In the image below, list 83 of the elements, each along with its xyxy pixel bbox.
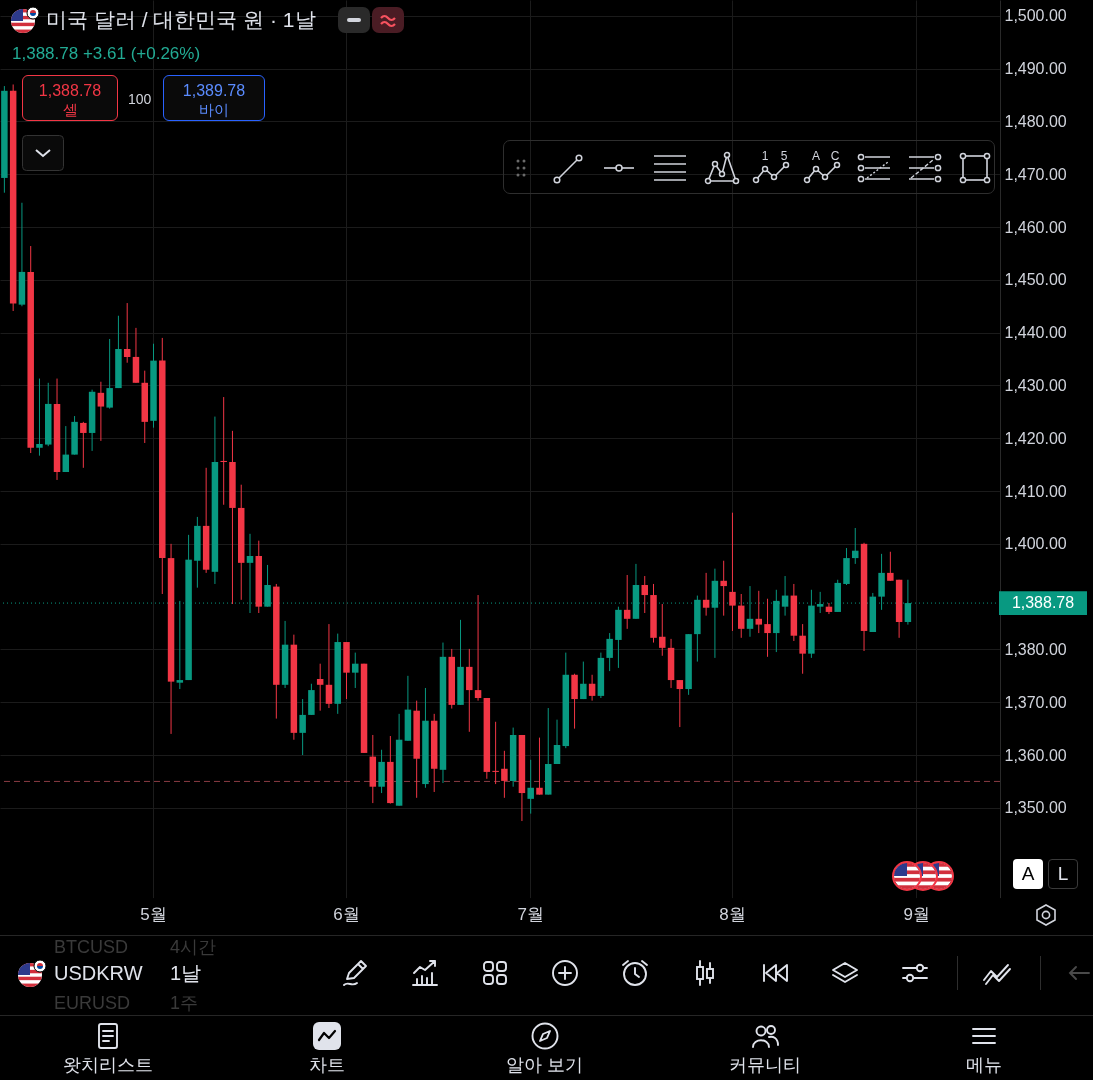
y-tick-label: 1,410.00: [1004, 482, 1067, 500]
candlestick: [466, 648, 473, 733]
y-tick-label: 1,350.00: [1004, 799, 1067, 817]
candlestick: [852, 527, 859, 565]
toggle-button: A: [1013, 859, 1043, 889]
candlestick: [641, 575, 648, 614]
candlestick: [659, 603, 666, 657]
y-tick-label: 1,480.00: [1004, 112, 1067, 130]
y-tick-label: 1,370.00: [1004, 693, 1067, 711]
candlestick: [781, 575, 789, 617]
text: USDKRW: [54, 962, 143, 984]
text: EURUSD: [54, 993, 131, 1014]
annotation: 셀: [62, 101, 78, 119]
candlestick: [702, 572, 710, 617]
buy-button: 1,389.78 바이: [163, 75, 265, 121]
text: 1날: [170, 962, 202, 984]
candlestick: [720, 560, 727, 617]
annotation: 5: [780, 149, 788, 163]
y-tick-label: 1,490.00: [1004, 60, 1067, 78]
candlestick: [887, 551, 894, 582]
candlestick: [36, 378, 43, 457]
annotation: A: [811, 149, 821, 163]
candlestick: [325, 623, 333, 709]
toggle-button: L: [1048, 859, 1078, 889]
candlestick: [536, 737, 543, 796]
text: 1주: [170, 993, 199, 1014]
x-tick-label: 5월: [140, 905, 167, 925]
annotation: 바이: [199, 101, 229, 119]
y-tick-label: 1,500.00: [1004, 7, 1067, 25]
y-tick-label: 1,460.00: [1004, 218, 1067, 236]
candlestick: [492, 721, 499, 785]
annotation: 1: [761, 149, 769, 163]
y-tick-label: 1,360.00: [1004, 746, 1067, 764]
x-tick-label: 7월: [517, 905, 544, 925]
candlestick: [588, 674, 596, 702]
text: 차트: [309, 1055, 345, 1076]
candlestick: [623, 574, 631, 630]
annotation: 1,389.78: [182, 82, 246, 100]
candlestick: [737, 593, 745, 639]
candlestick: [676, 679, 684, 728]
text: BTCUSD: [54, 937, 129, 958]
text: 왓치리스트: [63, 1055, 153, 1076]
x-tick-label: 8월: [719, 905, 746, 925]
text: 4시간: [170, 937, 217, 958]
y-tick-label: 1,440.00: [1004, 324, 1067, 342]
y-tick-label: 1,470.00: [1004, 165, 1067, 183]
y-tick-label: 1,420.00: [1004, 429, 1067, 447]
text: 메뉴: [966, 1055, 1002, 1076]
candlestick: [97, 381, 105, 442]
text: 1,388.78 +3.61 (+0.26%): [12, 44, 201, 64]
x-tick-label: 6월: [333, 905, 360, 925]
candlestick: [729, 512, 736, 632]
text: 알아 보기: [506, 1055, 584, 1076]
candlestick: [316, 663, 324, 712]
candlestick: [123, 302, 131, 364]
candlestick: [80, 421, 87, 469]
y-tick-label: 1,450.00: [1004, 271, 1067, 289]
x-tick-label: 9월: [903, 905, 930, 925]
candlestick: [220, 396, 227, 506]
candlestick: [62, 425, 70, 473]
y-tick-label: 1,430.00: [1004, 376, 1067, 394]
candlestick: [106, 338, 113, 410]
candlestick: [501, 750, 508, 799]
annotation: C: [830, 149, 840, 163]
candlestick: [527, 759, 534, 815]
sell-button: 1,388.78 셀: [22, 75, 118, 121]
annotation: 1,388.78: [38, 82, 102, 100]
text: 커뮤니티: [729, 1055, 801, 1076]
candlestick: [352, 652, 359, 689]
y-tick-label: 1,400.00: [1004, 535, 1067, 553]
ref-line-label: 1,388.78: [1011, 594, 1075, 612]
candlestick: [553, 719, 561, 765]
candlestick: [474, 594, 482, 702]
candlestick: [580, 661, 587, 700]
chart-title: 미국 달러 / 대한민국 원 · 1날: [46, 7, 316, 33]
candlestick: [764, 598, 771, 658]
candlestick: [176, 600, 184, 690]
candlestick: [799, 623, 806, 675]
y-tick-label: 1,380.00: [1004, 640, 1067, 658]
annotation: 100: [128, 91, 152, 108]
candlestick: [755, 590, 763, 634]
candlestick: [606, 632, 613, 672]
candlestick: [299, 698, 306, 756]
